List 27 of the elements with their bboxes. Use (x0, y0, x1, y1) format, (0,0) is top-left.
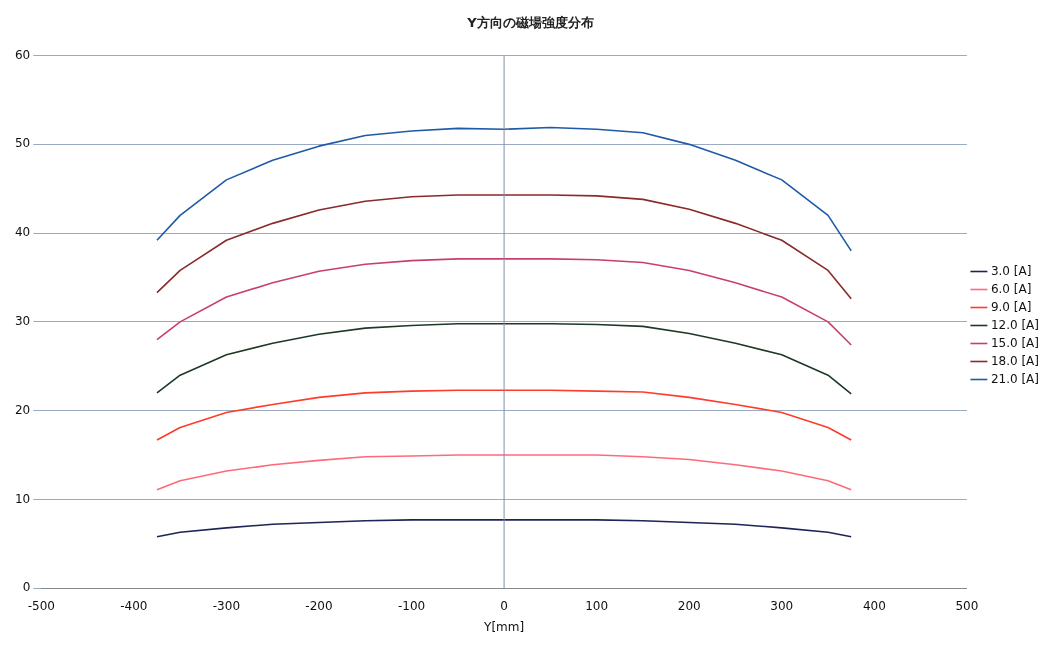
y-tick-label: 60 (14, 47, 31, 62)
y-tick-label: 20 (14, 402, 31, 417)
x-tick-label: 0 (500, 598, 508, 613)
y-tick-label: 0 (22, 580, 31, 595)
y-tick-label: 50 (14, 136, 31, 151)
legend-label: 18.0 [A] (990, 353, 1039, 368)
y-tick-label: 10 (14, 491, 31, 506)
x-axis-title: Y[mm] (483, 619, 525, 634)
legend-label: 3.0 [A] (990, 263, 1032, 278)
x-tick-label: -500 (27, 598, 55, 613)
legend-label: 15.0 [A] (990, 335, 1039, 350)
legend-label: 21.0 [A] (990, 371, 1039, 386)
x-tick-label: -100 (397, 598, 426, 613)
x-tick-label: 200 (677, 598, 701, 613)
x-tick-label: -400 (120, 598, 148, 613)
x-tick-label: 400 (862, 598, 886, 613)
x-tick-label: 300 (770, 598, 794, 613)
x-tick-label: 500 (955, 598, 979, 613)
y-tick-label: 30 (14, 314, 31, 329)
x-tick-label: 100 (585, 598, 609, 613)
y-tick-label: 40 (14, 225, 31, 240)
chart-title: Y方向の磁場強度分布 (466, 15, 594, 31)
legend-label: 12.0 [A] (990, 317, 1039, 332)
legend-label: 9.0 [A] (990, 299, 1032, 314)
legend-label: 6.0 [A] (990, 281, 1032, 296)
x-tick-label: -200 (305, 598, 333, 613)
x-tick-label: -300 (212, 598, 241, 613)
